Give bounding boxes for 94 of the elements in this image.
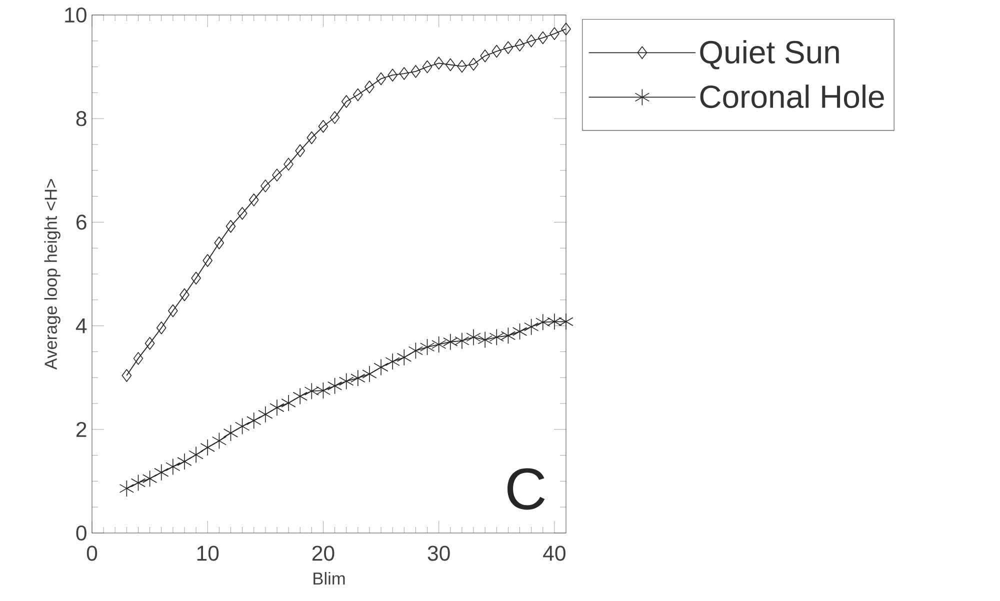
point [410,65,421,78]
point [119,480,134,497]
legend-label: Coronal Hole [700,84,884,108]
x-tick-label: 0 [86,546,98,561]
point [226,220,236,233]
point [422,60,432,74]
point [514,38,525,52]
point [388,68,398,82]
point [492,44,502,58]
point [454,332,470,350]
point [144,337,155,350]
point [188,446,204,464]
point [434,56,444,70]
x-tick-label: 40 [543,546,566,561]
point [362,366,377,382]
annotation: C [507,468,545,510]
point [284,158,294,171]
y-tick-label: 0 [76,525,86,541]
point [364,80,374,94]
point [304,382,319,400]
point [353,88,363,102]
y-tick-label: 8 [76,111,86,126]
point [538,31,548,44]
point [156,321,166,334]
point [457,60,467,73]
point [468,58,478,71]
point [258,406,273,423]
y-tick-label: 2 [76,422,86,437]
point [223,424,238,442]
point [385,353,400,370]
point [478,331,492,348]
point [550,27,560,40]
point [350,370,366,387]
point [166,458,180,476]
point [292,388,308,405]
point [399,67,410,80]
x-axis-title: Blim [314,572,345,585]
point [191,272,201,285]
x-tick-label: 10 [197,546,219,561]
point [154,464,169,481]
point [341,95,352,108]
point [133,352,144,365]
point [177,453,192,470]
point [558,313,574,330]
point [432,336,446,353]
y-tick-label: 6 [76,214,86,230]
point [200,439,215,456]
point [503,41,514,54]
point [316,382,331,399]
point [420,338,435,356]
point [202,254,213,267]
point [561,22,571,36]
point [237,206,248,220]
point [318,120,328,133]
point [212,432,226,450]
point [248,194,259,206]
point [260,180,270,192]
point [500,327,516,344]
point [234,418,250,435]
point [180,288,190,302]
point [536,314,550,331]
x-tick-label: 20 [312,546,334,561]
point [443,333,458,350]
point [396,349,412,366]
point [480,50,490,62]
point [330,111,340,124]
point [526,34,536,48]
y-axis-title: Average loop height <H> [44,179,60,370]
point [306,131,317,144]
point [547,313,562,330]
point [374,358,388,376]
point [512,323,528,340]
point [270,399,284,416]
point [214,236,224,250]
point [246,412,262,429]
point [142,470,158,488]
point [466,328,481,346]
point [376,72,386,86]
x-tick-label: 30 [428,546,450,561]
point [524,318,539,336]
point [408,342,424,360]
point [168,304,178,318]
point [281,394,296,412]
point [295,144,305,158]
point [327,377,342,394]
point [489,328,504,346]
point [339,372,354,390]
legend-label: Quiet Sun [700,40,839,70]
y-tick-label: 10 [65,7,86,23]
point [130,474,146,492]
point [122,369,132,382]
point [445,58,456,72]
y-tick-label: 4 [76,318,87,334]
point [272,168,282,182]
